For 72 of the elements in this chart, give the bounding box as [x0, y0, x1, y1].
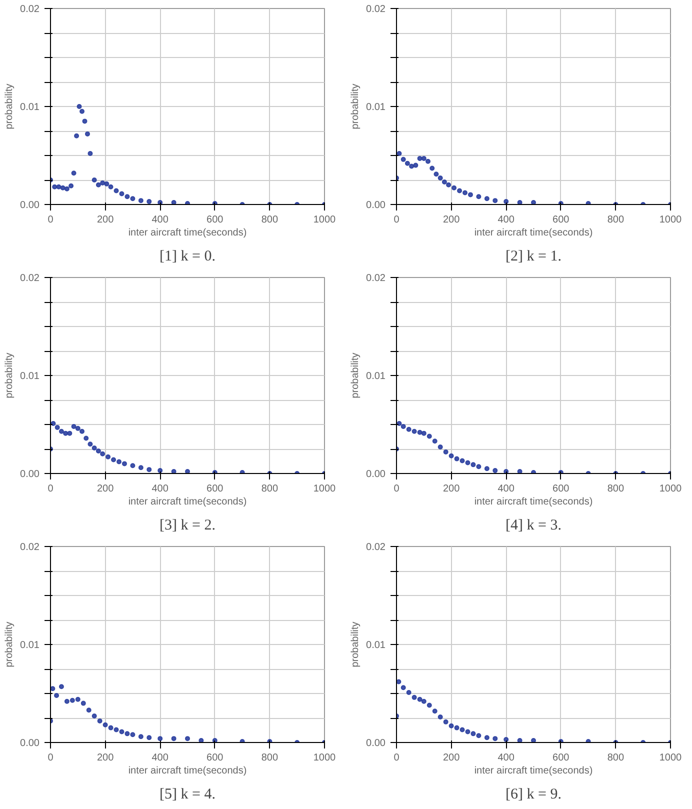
- x-tick-label: 0: [48, 214, 54, 226]
- y-tick-label: 0.02: [366, 273, 386, 284]
- x-tick-label: 800: [261, 484, 278, 494]
- y-tick-label: 0.01: [366, 102, 386, 113]
- x-tick-label: 600: [206, 214, 224, 226]
- y-axis-title: probability: [350, 622, 362, 668]
- x-tick-label: 200: [442, 752, 460, 764]
- y-axis-title: probability: [4, 352, 16, 398]
- y-tick-label: 0.00: [366, 200, 386, 211]
- text: [4] k = 3.: [506, 518, 562, 534]
- x-tick-label: 0: [48, 484, 54, 494]
- x-tick-label: 200: [96, 214, 114, 226]
- x-axis-title: inter aircraft time(seconds): [128, 766, 247, 776]
- x-tick-label: 800: [607, 752, 624, 764]
- x-tick-label: 200: [96, 484, 114, 494]
- x-tick-label: 1000: [659, 484, 682, 494]
- x-tick-label: 0: [394, 484, 400, 494]
- y-axis-title: probability: [350, 352, 362, 398]
- x-tick-label: 200: [442, 214, 460, 226]
- y-tick-label: 0.00: [20, 738, 40, 749]
- y-tick-label: 0.02: [20, 542, 40, 553]
- x-tick-label: 0: [48, 752, 54, 764]
- x-tick-label: 1000: [313, 484, 336, 494]
- x-tick-label: 200: [442, 484, 460, 494]
- x-tick-label: 1000: [659, 214, 682, 226]
- y-tick-label: 0.01: [366, 371, 386, 382]
- x-axis-title: inter aircraft time(seconds): [128, 496, 247, 508]
- x-tick-label: 400: [498, 214, 515, 226]
- x-axis-title: inter aircraft time(seconds): [128, 228, 247, 238]
- y-tick-label: 0.02: [20, 273, 40, 284]
- x-axis-title: inter aircraft time(seconds): [474, 766, 593, 776]
- y-tick-label: 0.01: [20, 640, 40, 651]
- x-tick-label: 600: [552, 752, 570, 764]
- x-tick-label: 400: [152, 214, 169, 226]
- y-tick-label: 0.01: [366, 640, 386, 651]
- x-axis-title: inter aircraft time(seconds): [474, 496, 593, 508]
- x-tick-label: 1000: [313, 752, 336, 764]
- x-tick-label: 800: [261, 752, 278, 764]
- x-tick-label: 200: [96, 752, 114, 764]
- y-tick-label: 0.00: [20, 469, 40, 480]
- x-tick-label: 1000: [659, 752, 682, 764]
- text: [5] k = 4.: [160, 786, 216, 802]
- x-tick-label: 800: [607, 484, 624, 494]
- x-tick-label: 400: [152, 752, 169, 764]
- y-tick-label: 0.01: [20, 371, 40, 382]
- y-tick-label: 0.00: [366, 469, 386, 480]
- text: [1] k = 0.: [160, 248, 216, 264]
- text: [2] k = 1.: [506, 248, 562, 264]
- y-tick-label: 0.02: [366, 4, 386, 15]
- x-tick-label: 600: [206, 484, 224, 494]
- x-tick-label: 600: [552, 214, 570, 226]
- x-tick-label: 800: [607, 214, 624, 226]
- y-axis-title: probability: [4, 84, 16, 130]
- y-axis-title: probability: [350, 84, 362, 130]
- x-tick-label: 400: [498, 484, 515, 494]
- x-tick-label: 600: [206, 752, 224, 764]
- y-tick-label: 0.02: [20, 4, 40, 15]
- y-axis-title: probability: [4, 622, 16, 668]
- x-tick-label: 1000: [313, 214, 336, 226]
- x-tick-label: 400: [152, 484, 169, 494]
- text: [3] k = 2.: [160, 518, 216, 534]
- x-tick-label: 0: [394, 214, 400, 226]
- y-tick-label: 0.00: [366, 738, 386, 749]
- x-tick-label: 400: [498, 752, 515, 764]
- x-tick-label: 600: [552, 484, 570, 494]
- y-tick-label: 0.01: [20, 102, 40, 113]
- x-tick-label: 800: [261, 214, 278, 226]
- x-axis-title: inter aircraft time(seconds): [474, 228, 593, 238]
- text: [6] k = 9.: [506, 786, 562, 802]
- x-tick-label: 0: [394, 752, 400, 764]
- y-tick-label: 0.00: [20, 200, 40, 211]
- y-tick-label: 0.02: [366, 542, 386, 553]
